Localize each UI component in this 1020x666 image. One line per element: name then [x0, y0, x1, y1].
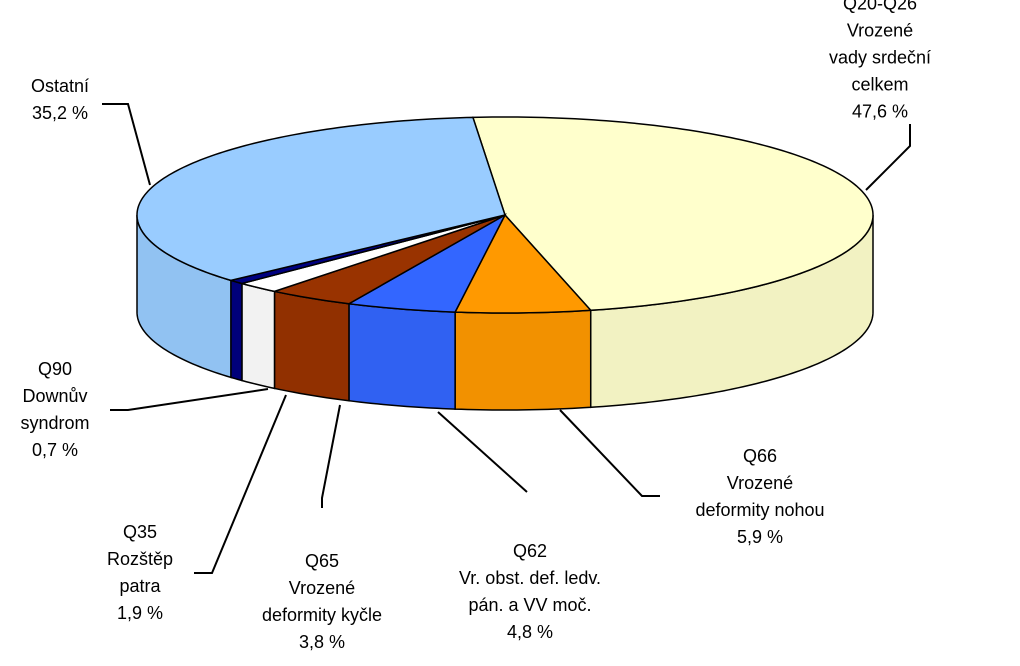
- leader-lines: [102, 103, 911, 574]
- leader-line: [437, 411, 528, 493]
- slice: [471, 116, 874, 312]
- slice-side: [273, 290, 350, 402]
- slice-side: [454, 309, 592, 411]
- slice: [136, 116, 506, 282]
- slice-value: 47,6 %: [851, 101, 909, 122]
- leader-line: [102, 103, 151, 186]
- leader-line: [194, 394, 287, 574]
- slice-label: Q65 Vrozené deformity kyčle 3,8 %: [262, 548, 382, 656]
- slice-value: 4,8 %: [506, 622, 554, 642]
- leader-line: [321, 404, 341, 508]
- slice-value: 1,9 %: [116, 603, 164, 623]
- slice: [238, 214, 506, 293]
- leader-line: [559, 409, 660, 497]
- slice-label: Q62 Vr. obst. def. ledv. pán. a VV moč. 4…: [459, 538, 601, 646]
- tops: [136, 116, 874, 314]
- slice-label: Q66 Vrozené deformity nohou 5,9 %: [695, 443, 824, 551]
- slice-value: 3,8 %: [298, 632, 346, 652]
- slice-value: 5,9 %: [736, 527, 784, 547]
- slice-value: 0,7 %: [31, 440, 79, 460]
- sides: [136, 214, 874, 411]
- slice-name: Q66 Vrozené deformity nohou: [695, 446, 825, 520]
- leader-line: [865, 124, 911, 191]
- slice-name: Q20-Q26 Vrozené vady srdeční celkem: [828, 0, 932, 95]
- slice-name: Q65 Vrozené deformity kyčle: [261, 551, 383, 625]
- slice-side: [241, 282, 276, 390]
- slice-label: Q20-Q26 Vrozené vady srdeční celkem 47,6 …: [810, 0, 950, 126]
- slice: [453, 213, 593, 314]
- slice-side: [230, 279, 243, 382]
- slice-name: Q35 Rozštěp patra: [106, 522, 174, 596]
- slice-label: Q35 Rozštěp patra 1,9 %: [107, 519, 173, 627]
- slice-name: Ostatní: [30, 76, 90, 96]
- slice-label: Q90 Downův syndrom 0,7 %: [20, 356, 89, 464]
- slice: [346, 213, 507, 313]
- slice-name: Q62 Vr. obst. def. ledv. pán. a VV moč.: [458, 541, 602, 615]
- slice-side: [348, 302, 456, 410]
- slice-value: 35,2 %: [31, 103, 89, 123]
- slice: [271, 214, 506, 305]
- leader-line: [110, 388, 269, 411]
- slice-label: Ostatní 35,2 %: [31, 73, 89, 127]
- slice-name: Q90 Downův syndrom: [20, 359, 90, 433]
